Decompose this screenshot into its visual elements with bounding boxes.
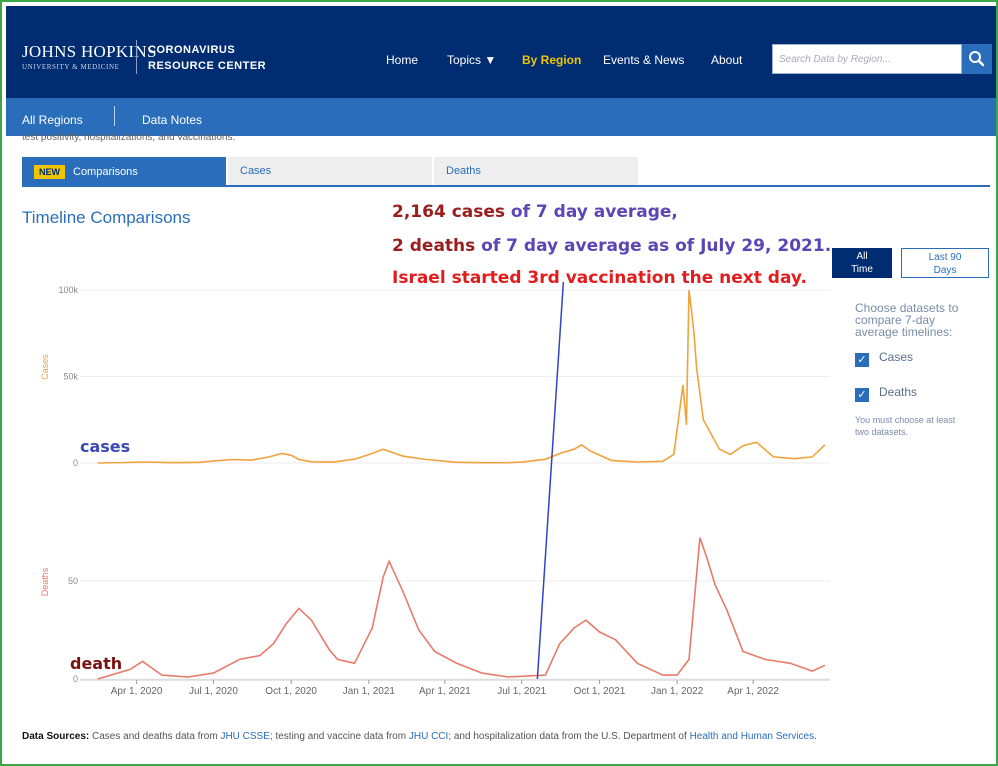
data-sources-label: Data Sources: — [22, 731, 90, 742]
sources-text-3: ; and hospitalization data from the U.S.… — [448, 731, 690, 742]
chart-gridlines — [80, 289, 830, 680]
nav-events-news[interactable]: Events & News — [603, 53, 685, 67]
hhs-link[interactable]: Health and Human Services — [689, 731, 815, 742]
nav-home[interactable]: Home — [386, 53, 419, 67]
search-input[interactable]: Search Data by Region... — [772, 44, 962, 74]
x-tick-label: Jul 1, 2020 — [189, 686, 238, 697]
datasets-hint: You must choose at least two datasets. — [855, 415, 956, 437]
subnav-data-notes[interactable]: Data Notes — [142, 113, 203, 127]
last-90-label-2: Days — [933, 265, 957, 276]
x-tick-label: Apr 1, 2021 — [419, 686, 471, 697]
deaths-checkbox-row[interactable]: ✓ Deaths — [855, 385, 917, 402]
jhu-logo-subtitle: UNIVERSITY & MEDICINE — [22, 63, 120, 71]
cases-tick-label: 50k — [63, 372, 78, 382]
cases-tick-label: 100k — [58, 285, 78, 295]
tab-comparisons-label: Comparisons — [73, 166, 138, 178]
cases-tick-label: 0 — [73, 458, 78, 468]
all-time-button[interactable]: All Time — [832, 248, 892, 278]
cases-checkbox-label: Cases — [879, 350, 914, 364]
deaths-checkbox-label: Deaths — [879, 385, 918, 399]
nav-by-region[interactable]: By Region — [522, 53, 582, 67]
last-90-days-button[interactable]: Last 90 Days — [901, 248, 989, 278]
x-tick-label: Jul 1, 2021 — [497, 686, 546, 697]
deaths-series-line — [97, 537, 826, 680]
annotation-deaths-text: of 7 day average as of July 29, 2021. — [475, 236, 832, 256]
x-tick-label: Apr 1, 2020 — [111, 686, 163, 697]
nav-topics[interactable]: Topics ▼ — [447, 53, 497, 67]
all-time-label-1: All — [856, 251, 868, 262]
search-icon — [969, 51, 985, 67]
datasets-prompt: Choose datasets to compare 7-day average… — [855, 301, 959, 339]
subnav-all-regions[interactable]: All Regions — [22, 113, 83, 127]
resource-center-title-line1[interactable]: CORONAVIRUS — [148, 44, 236, 56]
jhu-cci-link[interactable]: JHU CCI — [408, 731, 449, 742]
chart-axes: 100k 50k 0 50 0 Apr 1, 2020 Jul 1, 2020 Oct 1, … — [58, 285, 830, 697]
data-sources: Data Sources: Cases and deaths data from… — [22, 727, 982, 746]
sub-navigation: All Regions Data Notes — [6, 98, 996, 136]
death-annotation-label: death — [70, 654, 122, 673]
x-tick-label: Jan 1, 2021 — [343, 686, 396, 697]
annotation-line-1: 2,164 cases of 7 day average, — [392, 202, 678, 222]
checkbox-checked-icon[interactable]: ✓ — [855, 388, 869, 402]
annotation-cases-number: 2,164 cases — [392, 202, 506, 222]
tab-deaths[interactable]: Deaths — [434, 157, 638, 185]
x-tick-label: Oct 1, 2021 — [574, 686, 626, 697]
sources-text-4: . — [814, 731, 817, 742]
deaths-axis-title: Deaths — [40, 567, 50, 596]
cases-checkbox-row[interactable]: ✓ Cases — [855, 350, 913, 367]
sources-text-1: Cases and deaths data from — [89, 731, 221, 742]
sources-text-2: ; testing and vaccine data from — [269, 731, 409, 742]
jhu-logo[interactable]: JOHNS HOPKINS — [22, 42, 157, 61]
x-tick-label: Apr 1, 2022 — [727, 686, 779, 697]
subnav-divider — [114, 106, 115, 126]
last-90-label-1: Last 90 — [928, 252, 962, 263]
resource-center-title-line2[interactable]: RESOURCE CENTER — [148, 60, 267, 72]
all-time-label-2: Time — [851, 264, 873, 275]
logo-divider — [136, 40, 137, 74]
deaths-tick-label: 50 — [68, 576, 78, 586]
checkbox-checked-icon[interactable]: ✓ — [855, 353, 869, 367]
vaccination-date-marker-line — [536, 281, 565, 680]
annotation-line-2: 2 deaths of 7 day average as of July 29,… — [392, 236, 831, 256]
deaths-tick-label: 0 — [73, 674, 78, 684]
cases-series-line — [97, 289, 826, 464]
x-tick-label: Oct 1, 2020 — [265, 686, 317, 697]
annotation-cases-text: of 7 day average, — [505, 202, 678, 222]
x-tick-label: Jan 1, 2022 — [651, 686, 704, 697]
annotation-line-3: Israel started 3rd vaccination the next … — [392, 268, 807, 288]
search-button[interactable] — [962, 44, 992, 74]
annotation-deaths-number: 2 deaths — [392, 236, 476, 256]
tab-comparisons[interactable]: NEW Comparisons — [22, 157, 226, 185]
site-header: JOHNS HOPKINS UNIVERSITY & MEDICINE CORO… — [6, 6, 996, 98]
truncated-intro-text: test positivity, hospitalizations, and v… — [22, 132, 236, 143]
cases-annotation-label: cases — [80, 437, 130, 456]
new-badge: NEW — [34, 165, 65, 179]
nav-about[interactable]: About — [711, 53, 743, 67]
jhu-csse-link[interactable]: JHU CSSE — [220, 731, 270, 742]
tab-cases[interactable]: Cases — [228, 157, 432, 185]
timeline-comparisons-title: Timeline Comparisons — [22, 208, 191, 227]
tabs-underline — [22, 185, 990, 187]
cases-axis-title: Cases — [40, 354, 50, 380]
